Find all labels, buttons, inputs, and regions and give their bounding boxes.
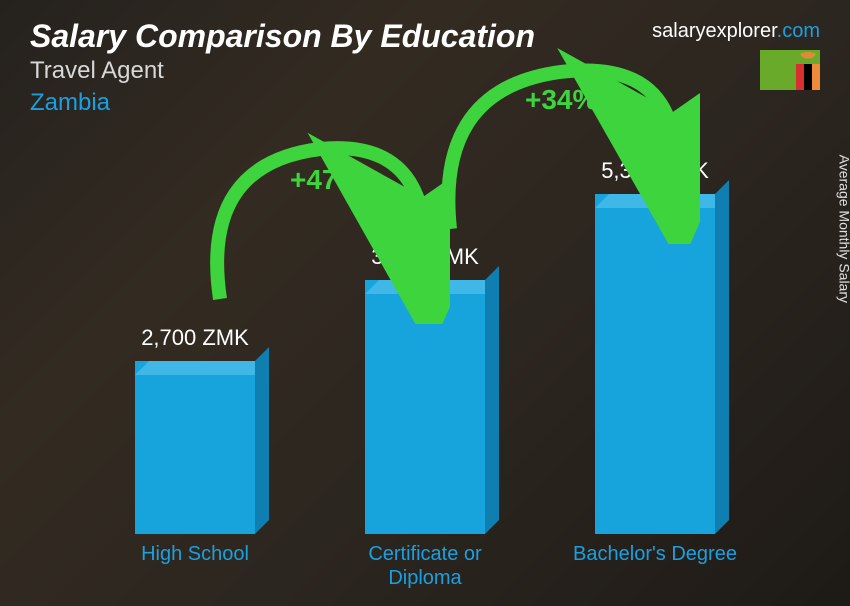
category-label: High School	[105, 542, 285, 590]
brand-logo: salaryexplorer.com	[652, 20, 820, 43]
brand-suffix: .com	[777, 20, 820, 42]
bar-value-label: 5,310 ZMK	[601, 158, 709, 184]
category-label: Bachelor's Degree	[565, 542, 745, 590]
brand-name: salaryexplorer	[652, 20, 777, 42]
page-subtitle: Travel Agent	[30, 57, 820, 85]
content: Salary Comparison By Education Travel Ag…	[0, 0, 850, 606]
flag-icon	[760, 50, 820, 90]
bar-value-label: 3,960 ZMK	[371, 244, 479, 270]
bar-chart: 2,700 ZMK3,960 ZMK5,310 ZMK +47% +34%	[80, 154, 770, 534]
delta-label-1: +47%	[290, 164, 362, 196]
category-labels: High School Certificate or Diploma Bachelo…	[80, 542, 770, 590]
delta-label-2: +34%	[525, 84, 597, 116]
y-axis-label: Average Monthly Salary	[836, 155, 850, 303]
bar-2: 5,310 ZMK	[565, 158, 745, 534]
category-label: Certificate or Diploma	[335, 542, 515, 590]
page-country: Zambia	[30, 89, 820, 117]
bar-1: 3,960 ZMK	[335, 244, 515, 534]
bar-0: 2,700 ZMK	[105, 325, 285, 534]
bar-value-label: 2,700 ZMK	[141, 325, 249, 351]
